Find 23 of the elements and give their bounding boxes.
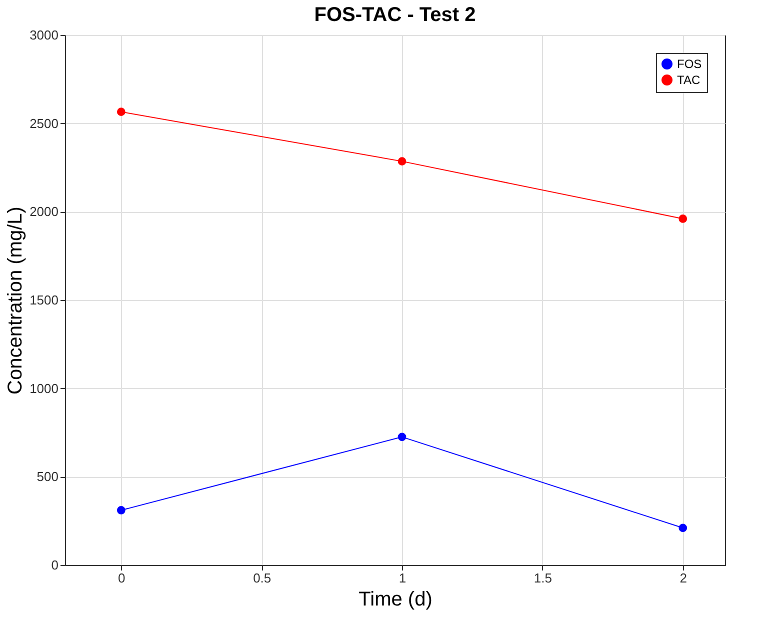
x-axis-title: Time (d) — [358, 588, 432, 610]
x-tick-label: 1 — [398, 570, 406, 586]
y-tick-label: 0 — [51, 558, 58, 572]
y-tick-label: 2000 — [30, 204, 58, 220]
x-tick-label: 0.5 — [253, 570, 272, 586]
y-tick-label: 500 — [36, 469, 58, 484]
point — [116, 506, 126, 514]
y-tick-label: 3000 — [30, 28, 58, 42]
x-tick-label: 1.5 — [534, 570, 552, 586]
y-tick-label: 2500 — [30, 116, 58, 131]
y-tick-label: 1500 — [30, 292, 58, 308]
x-tick-label: 2 — [680, 570, 687, 586]
y-axis-title: Concentration (mg/L) — [4, 206, 27, 394]
point — [398, 432, 406, 442]
point — [678, 524, 688, 532]
point — [678, 214, 688, 223]
legend-label: FOS — [677, 57, 702, 71]
legend-label: TAC — [677, 73, 700, 87]
point — [116, 108, 126, 116]
chart-title: FOS-TAC - Test 2 — [314, 4, 476, 26]
point — [398, 157, 406, 166]
x-tick-label: 0 — [118, 570, 126, 586]
y-tick-label: 1000 — [30, 380, 58, 396]
